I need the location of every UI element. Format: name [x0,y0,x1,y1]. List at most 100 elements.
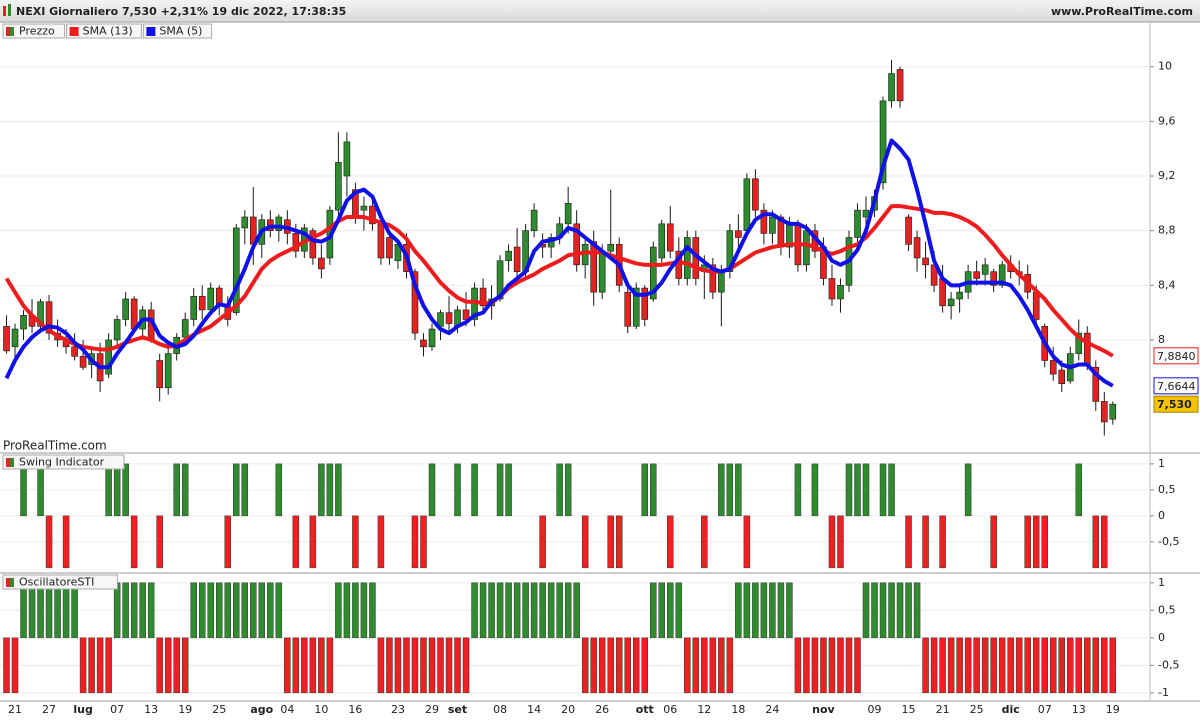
bar [62,582,70,639]
bar [130,515,138,569]
bar [403,637,410,694]
bar [275,582,283,639]
bar [156,515,163,569]
bar [667,515,674,569]
candle-body [377,223,385,259]
bar [862,582,870,639]
candle-body [1109,403,1117,420]
bar [28,582,36,639]
bar [428,463,436,517]
candle-body [496,260,504,300]
x-tick-label: ago [250,703,273,716]
bar [420,515,427,569]
candle-body [1032,291,1040,320]
bar [479,582,487,639]
legend-label: Prezzo [19,25,55,38]
x-tick-label: 21 [936,703,950,716]
bar [556,463,563,517]
bar [1041,637,1048,694]
bar [650,463,657,517]
bar [343,582,351,639]
x-tick-label: 19 [1106,703,1120,716]
candle-body [122,298,129,320]
candle-body [726,230,734,272]
x-tick-label: 09 [868,703,882,716]
bar [837,637,844,694]
bar [1015,637,1023,694]
candle-body [1092,366,1100,402]
candle-body [760,209,768,234]
candle-body [828,278,836,300]
bar [113,463,121,517]
candle-body [956,291,963,300]
header-bar [0,0,1200,22]
candle-body [11,328,19,348]
x-tick-label: 10 [314,703,328,716]
bar [71,582,78,639]
last-value-label: 7,530 [1157,398,1192,411]
bar [190,582,197,639]
legend-swatch [6,27,10,36]
bar [437,637,444,694]
bar [420,637,427,694]
candle-body [854,209,861,238]
candle-body [837,285,844,300]
panel-title-box [2,574,118,590]
candle-body [598,250,606,293]
candle-body [573,223,580,266]
candle-body [411,271,419,334]
panel-title-icon [10,458,14,467]
x-tick-label: 07 [1038,703,1052,716]
y-tick-label: 8 [1158,333,1165,346]
candle-body [998,264,1006,286]
bar [718,463,725,517]
bar [539,582,546,639]
header-icon [3,6,6,16]
x-tick-label: dic [1002,703,1020,716]
candle-body [462,309,470,320]
bar [20,582,27,639]
bar [556,582,563,639]
bar [811,463,819,517]
bar [292,515,300,569]
legend-label: SMA (13) [83,25,133,38]
bar [930,637,938,694]
candle-body [335,162,342,211]
bar [1067,637,1074,694]
bar [79,637,87,694]
legend-swatch [146,27,156,36]
y-tick-label: -0,5 [1158,658,1179,671]
legend-box [2,23,66,39]
candle-body [683,237,691,279]
y-tick-label: 0,5 [1158,483,1176,496]
bar [130,582,138,639]
y-tick-label: 9,2 [1158,169,1176,182]
bar [828,637,836,694]
bar [539,515,546,569]
candle-body [913,237,921,259]
panel-title: OscillatoreSTI [19,576,94,589]
candle-body [513,246,521,272]
bar [837,515,844,569]
bar [62,515,70,569]
bar [250,582,257,639]
bar [981,637,989,694]
x-tick-label: 23 [391,703,405,716]
bar [318,463,325,517]
panel-title-icon [10,578,14,587]
bar [735,582,742,639]
x-tick-label: 25 [970,703,984,716]
bar [105,463,112,517]
bar [173,637,180,694]
y-tick-label: -1 [1158,686,1169,699]
bar [607,515,614,569]
y-tick-label: 1 [1158,457,1165,470]
candle-body [505,250,512,262]
legend-label: SMA (5) [159,25,202,38]
bar [224,582,232,639]
bar [990,515,997,569]
candle-body [20,315,27,330]
bar [598,637,606,694]
bar [973,637,980,694]
